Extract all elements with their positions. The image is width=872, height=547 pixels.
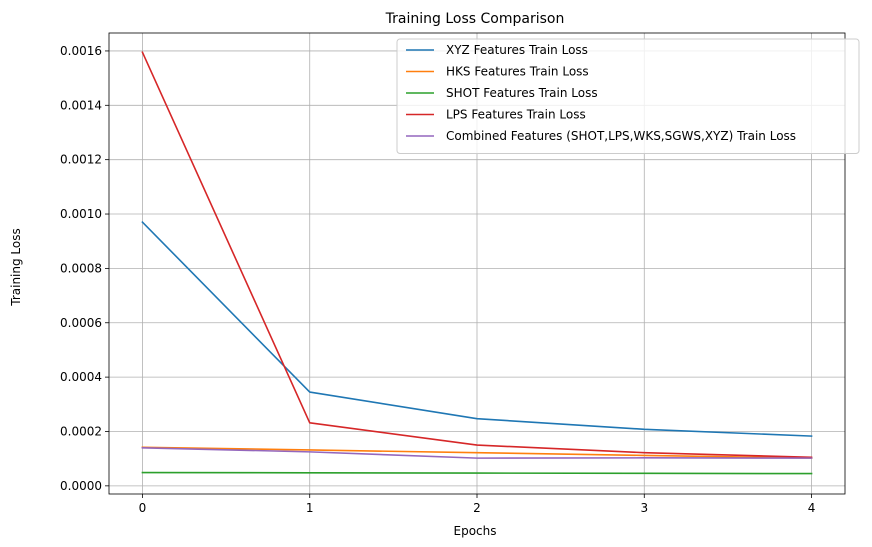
x-tick-label: 3	[640, 501, 648, 515]
series-line-0	[141, 221, 813, 437]
series-line-2	[141, 471, 813, 475]
y-axis: 0.0000 0.0002 0.0004 0.0006 0.0008 0.0010 0.00…	[60, 44, 109, 493]
legend-entry: HKS Features Train Loss	[446, 65, 589, 79]
y-tick-label: 0.0012	[60, 153, 102, 167]
legend-entry: Combined Features (SHOT,LPS,WKS,SGWS,XYZ…	[446, 129, 796, 143]
series-line-4	[141, 446, 813, 459]
x-axis-label: Epochs	[454, 524, 497, 538]
series-line-3	[141, 51, 813, 459]
x-tick-label: 4	[808, 501, 816, 515]
series-layer	[141, 51, 813, 475]
y-tick-label: 0.0004	[60, 370, 102, 384]
x-tick-label: 2	[473, 501, 481, 515]
series-line-1	[141, 446, 813, 459]
y-tick-label: 0.0014	[60, 98, 102, 112]
legend-entry: LPS Features Train Loss	[446, 108, 586, 122]
y-tick-label: 0.0010	[60, 207, 102, 221]
y-tick-label: 0.0008	[60, 261, 102, 275]
legend: XYZ Features Train Loss HKS Features Trai…	[396, 38, 860, 154]
legend-entry: XYZ Features Train Loss	[446, 43, 588, 57]
y-axis-label: Training Loss	[9, 228, 23, 306]
x-tick-label: 1	[306, 501, 314, 515]
x-tick-label: 0	[139, 501, 147, 515]
chart-title: Training Loss Comparison	[385, 11, 565, 27]
y-tick-label: 0.0000	[60, 479, 102, 493]
y-tick-label: 0.0006	[60, 316, 102, 330]
x-axis: 0 1 2 3 4	[139, 494, 816, 515]
y-tick-label: 0.0016	[60, 44, 102, 58]
legend-box	[396, 38, 860, 154]
y-tick-label: 0.0002	[60, 424, 102, 438]
legend-entry: SHOT Features Train Loss	[446, 86, 598, 100]
